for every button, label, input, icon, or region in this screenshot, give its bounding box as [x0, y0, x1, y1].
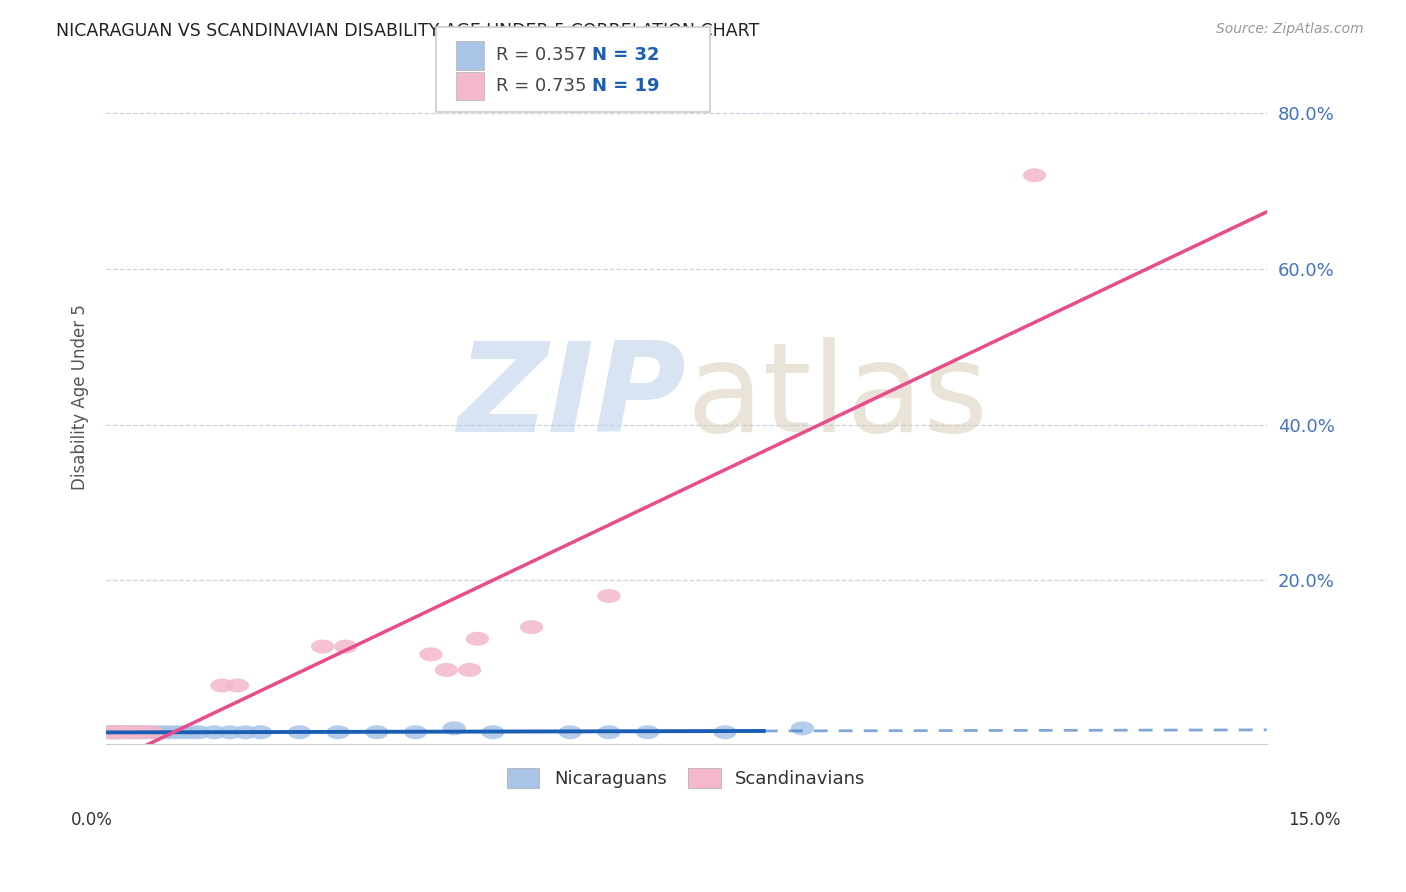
Ellipse shape [434, 663, 458, 677]
Text: 15.0%: 15.0% [1288, 811, 1341, 829]
Ellipse shape [118, 725, 141, 739]
Y-axis label: Disability Age Under 5: Disability Age Under 5 [72, 304, 89, 491]
Text: N = 32: N = 32 [592, 46, 659, 64]
Text: R = 0.357: R = 0.357 [496, 46, 586, 64]
Ellipse shape [636, 725, 659, 739]
Ellipse shape [366, 725, 388, 739]
Text: 0.0%: 0.0% [70, 811, 112, 829]
Text: NICARAGUAN VS SCANDINAVIAN DISABILITY AGE UNDER 5 CORRELATION CHART: NICARAGUAN VS SCANDINAVIAN DISABILITY AG… [56, 22, 759, 40]
Ellipse shape [187, 725, 211, 739]
Legend: Nicaraguans, Scandinavians: Nicaraguans, Scandinavians [498, 759, 875, 797]
Ellipse shape [404, 725, 427, 739]
Ellipse shape [149, 725, 172, 739]
Text: Source: ZipAtlas.com: Source: ZipAtlas.com [1216, 22, 1364, 37]
Ellipse shape [118, 725, 141, 739]
Ellipse shape [105, 725, 129, 739]
Ellipse shape [520, 620, 543, 634]
Ellipse shape [121, 725, 145, 739]
Ellipse shape [481, 725, 505, 739]
Ellipse shape [218, 725, 242, 739]
Ellipse shape [558, 725, 582, 739]
Ellipse shape [114, 725, 136, 739]
Ellipse shape [110, 725, 134, 739]
Ellipse shape [1024, 169, 1046, 182]
Text: atlas: atlas [686, 337, 988, 458]
Ellipse shape [105, 725, 129, 739]
Ellipse shape [141, 725, 165, 739]
Ellipse shape [165, 725, 187, 739]
Text: ZIP: ZIP [457, 337, 686, 458]
Ellipse shape [598, 725, 620, 739]
Text: N = 19: N = 19 [592, 77, 659, 95]
Ellipse shape [233, 725, 257, 739]
Ellipse shape [172, 725, 195, 739]
Ellipse shape [134, 725, 156, 739]
Ellipse shape [465, 632, 489, 646]
Ellipse shape [443, 722, 465, 735]
Ellipse shape [419, 648, 443, 661]
Ellipse shape [156, 725, 180, 739]
Ellipse shape [713, 725, 737, 739]
Ellipse shape [180, 725, 202, 739]
Ellipse shape [98, 725, 121, 739]
Text: R = 0.735: R = 0.735 [496, 77, 586, 95]
Ellipse shape [311, 640, 335, 654]
Ellipse shape [790, 722, 814, 735]
Ellipse shape [249, 725, 273, 739]
Ellipse shape [288, 725, 311, 739]
Ellipse shape [326, 725, 350, 739]
Ellipse shape [103, 725, 125, 739]
Ellipse shape [134, 725, 156, 739]
Ellipse shape [103, 725, 125, 739]
Ellipse shape [141, 725, 165, 739]
Ellipse shape [598, 589, 620, 603]
Ellipse shape [202, 725, 226, 739]
Ellipse shape [458, 663, 481, 677]
Ellipse shape [335, 640, 357, 654]
Ellipse shape [110, 725, 134, 739]
Ellipse shape [98, 725, 121, 739]
Ellipse shape [125, 725, 149, 739]
Ellipse shape [125, 725, 149, 739]
Ellipse shape [226, 679, 249, 692]
Ellipse shape [211, 679, 233, 692]
Ellipse shape [129, 725, 152, 739]
